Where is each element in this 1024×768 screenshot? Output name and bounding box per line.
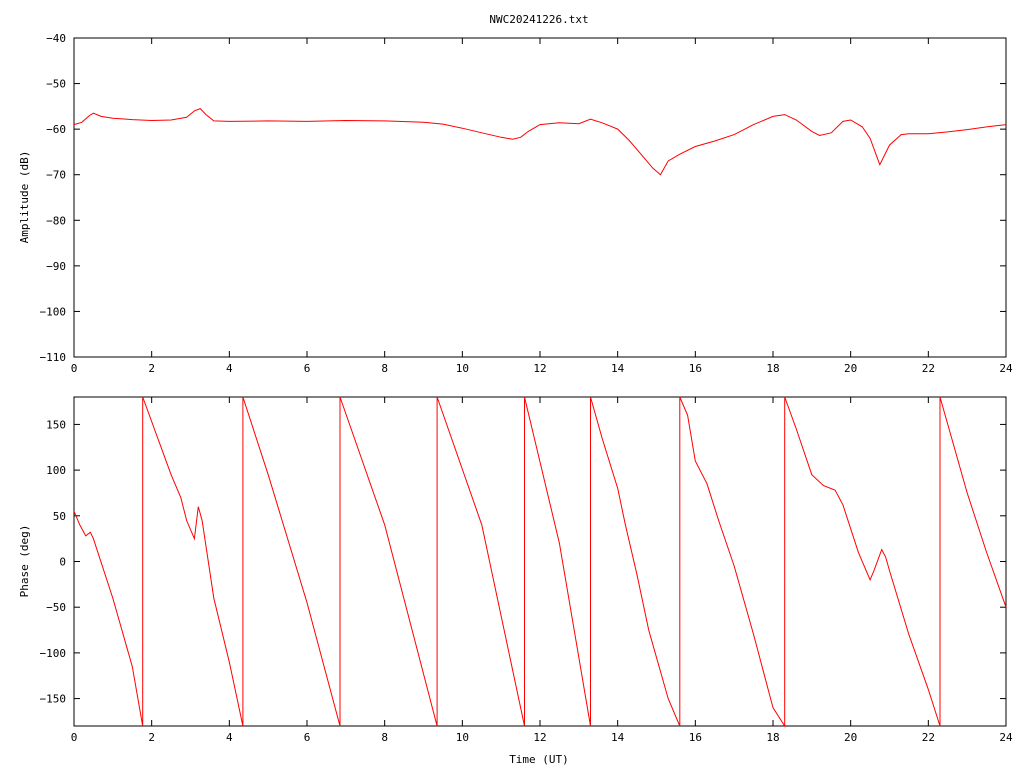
amplitude-series-line (73, 108, 1007, 176)
phase-y-tick-label: 50 (53, 510, 66, 523)
amplitude-y-tick-label: −60 (46, 123, 66, 136)
phase-x-tick-label: 18 (766, 731, 779, 744)
phase-x-tick-label: 4 (226, 731, 233, 744)
phase-y-tick-label: −150 (40, 693, 67, 706)
phase-y-axis-label: Phase (deg) (18, 525, 31, 598)
amplitude-x-tick-label: 24 (999, 362, 1013, 375)
phase-panel: 0 2 4 6 8 10 12 14 16 18 20 22 24−150−100−5005010015… (18, 396, 1013, 766)
amplitude-plot-frame (73, 37, 1007, 358)
phase-series-line (73, 396, 1007, 728)
phase-plot-frame (73, 396, 1007, 727)
amplitude-x-tick-label: 4 (226, 362, 233, 375)
amplitude-y-tick-label: −70 (46, 169, 66, 182)
chart-title: NWC20241226.txt (489, 13, 588, 26)
amplitude-x-tick-label: 18 (766, 362, 779, 375)
amplitude-x-tick-label: 0 (71, 362, 78, 375)
phase-x-tick-label: 22 (922, 731, 935, 744)
amplitude-y-tick-label: −80 (46, 214, 66, 227)
amplitude-y-tick-label: −50 (46, 78, 66, 91)
amplitude-x-tick-label: 14 (611, 362, 625, 375)
phase-x-tick-label: 12 (533, 731, 546, 744)
phase-x-tick-label: 6 (304, 731, 311, 744)
phase-x-tick-label: 16 (689, 731, 702, 744)
amplitude-y-tick-label: −90 (46, 260, 66, 273)
phase-y-tick-label: 150 (46, 418, 66, 431)
phase-x-tick-label: 0 (71, 731, 78, 744)
amplitude-y-axis-label: Amplitude (dB) (18, 151, 31, 244)
phase-x-tick-label: 24 (999, 731, 1013, 744)
amplitude-x-tick-label: 12 (533, 362, 546, 375)
amplitude-x-tick-label: 10 (456, 362, 469, 375)
amplitude-panel: 0 2 4 6 8 10 12 14 16 18 20 22 24−110−100−90−80−70−6… (18, 32, 1013, 375)
amplitude-x-tick-label: 6 (304, 362, 311, 375)
phase-x-tick-label: 2 (148, 731, 155, 744)
phase-y-tick-label: −50 (46, 601, 66, 614)
amplitude-y-tick-label: −100 (40, 305, 67, 318)
phase-x-tick-label: 14 (611, 731, 625, 744)
amplitude-x-tick-label: 20 (844, 362, 857, 375)
phase-y-tick-label: 100 (46, 464, 66, 477)
amplitude-x-tick-label: 2 (148, 362, 155, 375)
amplitude-x-tick-label: 8 (381, 362, 388, 375)
phase-x-tick-label: 10 (456, 731, 469, 744)
amplitude-x-tick-label: 22 (922, 362, 935, 375)
phase-x-tick-label: 20 (844, 731, 857, 744)
amplitude-y-tick-label: −40 (46, 32, 66, 45)
phase-x-axis-label: Time (UT) (509, 753, 569, 766)
phase-y-tick-label: 0 (59, 556, 66, 569)
amplitude-x-tick-label: 16 (689, 362, 702, 375)
amplitude-y-tick-label: −110 (40, 351, 67, 364)
phase-y-tick-label: −100 (40, 647, 67, 660)
phase-x-tick-label: 8 (381, 731, 388, 744)
